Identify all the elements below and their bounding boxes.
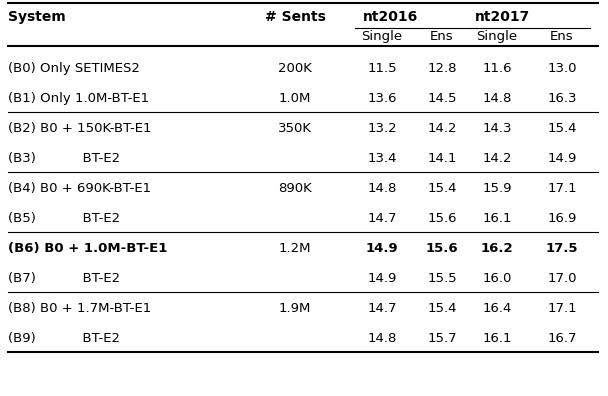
Text: 17.1: 17.1 — [547, 182, 577, 195]
Text: 15.5: 15.5 — [427, 272, 457, 285]
Text: 14.9: 14.9 — [365, 242, 398, 255]
Text: # Sents: # Sents — [264, 10, 325, 24]
Text: 890K: 890K — [278, 182, 312, 195]
Text: 200K: 200K — [278, 62, 312, 75]
Text: 14.8: 14.8 — [482, 92, 512, 105]
Text: (B4) B0 + 690K-BT-E1: (B4) B0 + 690K-BT-E1 — [8, 182, 151, 195]
Text: (B0) Only SETIMES2: (B0) Only SETIMES2 — [8, 62, 140, 75]
Text: 13.0: 13.0 — [547, 62, 577, 75]
Text: 17.5: 17.5 — [546, 242, 578, 255]
Text: (B8) B0 + 1.7M-BT-E1: (B8) B0 + 1.7M-BT-E1 — [8, 302, 151, 315]
Text: (B3)           BT-E2: (B3) BT-E2 — [8, 152, 120, 165]
Text: 14.9: 14.9 — [367, 272, 396, 285]
Text: Single: Single — [477, 30, 517, 43]
Text: 14.1: 14.1 — [427, 152, 457, 165]
Text: 15.4: 15.4 — [427, 302, 457, 315]
Text: 14.5: 14.5 — [427, 92, 457, 105]
Text: 14.3: 14.3 — [482, 122, 512, 135]
Text: 14.8: 14.8 — [367, 332, 396, 345]
Text: nt2017: nt2017 — [475, 10, 531, 24]
Text: (B6) B0 + 1.0M-BT-E1: (B6) B0 + 1.0M-BT-E1 — [8, 242, 167, 255]
Text: 13.6: 13.6 — [367, 92, 397, 105]
Text: 15.4: 15.4 — [427, 182, 457, 195]
Text: 14.8: 14.8 — [367, 182, 396, 195]
Text: 15.6: 15.6 — [427, 212, 457, 225]
Text: 350K: 350K — [278, 122, 312, 135]
Text: 12.8: 12.8 — [427, 62, 457, 75]
Text: 15.9: 15.9 — [482, 182, 512, 195]
Text: 16.9: 16.9 — [547, 212, 576, 225]
Text: 17.1: 17.1 — [547, 302, 577, 315]
Text: 1.0M: 1.0M — [279, 92, 311, 105]
Text: 14.7: 14.7 — [367, 212, 397, 225]
Text: 17.0: 17.0 — [547, 272, 577, 285]
Text: (B2) B0 + 150K-BT-E1: (B2) B0 + 150K-BT-E1 — [8, 122, 151, 135]
Text: 16.4: 16.4 — [482, 302, 512, 315]
Text: (B7)           BT-E2: (B7) BT-E2 — [8, 272, 120, 285]
Text: 16.2: 16.2 — [481, 242, 513, 255]
Text: 1.9M: 1.9M — [279, 302, 311, 315]
Text: 15.4: 15.4 — [547, 122, 577, 135]
Text: 14.7: 14.7 — [367, 302, 397, 315]
Text: Ens: Ens — [550, 30, 574, 43]
Text: 15.6: 15.6 — [426, 242, 458, 255]
Text: (B9)           BT-E2: (B9) BT-E2 — [8, 332, 120, 345]
Text: 1.2M: 1.2M — [278, 242, 311, 255]
Text: 14.2: 14.2 — [482, 152, 512, 165]
Text: 16.7: 16.7 — [547, 332, 577, 345]
Text: 13.2: 13.2 — [367, 122, 397, 135]
Text: 16.3: 16.3 — [547, 92, 577, 105]
Text: nt2016: nt2016 — [362, 10, 418, 24]
Text: 15.7: 15.7 — [427, 332, 457, 345]
Text: (B1) Only 1.0M-BT-E1: (B1) Only 1.0M-BT-E1 — [8, 92, 149, 105]
Text: 16.0: 16.0 — [482, 272, 512, 285]
Text: 14.9: 14.9 — [547, 152, 576, 165]
Text: 14.2: 14.2 — [427, 122, 457, 135]
Text: Ens: Ens — [430, 30, 454, 43]
Text: Single: Single — [361, 30, 402, 43]
Text: 16.1: 16.1 — [482, 212, 512, 225]
Text: System: System — [8, 10, 66, 24]
Text: 16.1: 16.1 — [482, 332, 512, 345]
Text: 13.4: 13.4 — [367, 152, 397, 165]
Text: 11.5: 11.5 — [367, 62, 397, 75]
Text: (B5)           BT-E2: (B5) BT-E2 — [8, 212, 120, 225]
Text: 11.6: 11.6 — [482, 62, 512, 75]
